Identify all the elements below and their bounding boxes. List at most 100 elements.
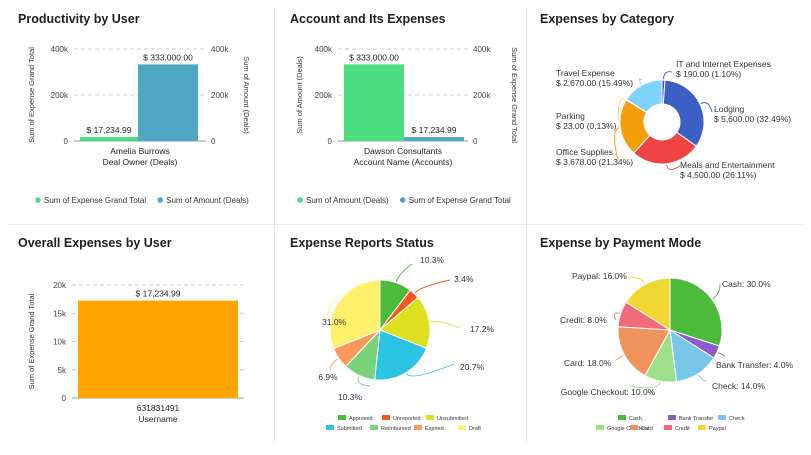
pie-slice-label: 31.0% bbox=[322, 317, 347, 327]
panel-title: Expense by Payment Mode bbox=[540, 236, 702, 250]
panel-title: Account and Its Expenses bbox=[290, 12, 446, 26]
legend-label: Approved bbox=[349, 416, 373, 422]
y-tick-label: 5k bbox=[58, 366, 67, 375]
payment-chart: Cash: 30.0% Bank Transfer: 4.0% Check: 14.… bbox=[560, 271, 793, 432]
pie-slice bbox=[374, 329, 428, 381]
pie-slice-label: Cash: 30.0% bbox=[722, 279, 771, 289]
pie-slice-name: Office Supplies bbox=[556, 147, 613, 157]
bar bbox=[344, 64, 404, 141]
legend-marker bbox=[326, 425, 334, 430]
bar bbox=[78, 300, 238, 398]
pie-leader-line bbox=[614, 127, 620, 161]
legend-marker bbox=[630, 425, 638, 430]
pie-slice bbox=[625, 277, 671, 331]
pie-slice-label: 6.9% bbox=[318, 372, 338, 382]
y2-tick-label: 200k bbox=[473, 91, 491, 100]
legend-label: Sum of Expense Grand Total bbox=[409, 196, 511, 205]
panel-title: Expenses by Category bbox=[540, 12, 675, 26]
legend-marker bbox=[382, 415, 390, 420]
pie-slice-label: Check: 14.0% bbox=[712, 381, 765, 391]
legend-marker bbox=[399, 197, 406, 203]
legend-label: Card bbox=[641, 426, 653, 432]
pie-leader-line bbox=[615, 355, 624, 361]
status-panel: Expense Reports Status 10.3% 3.4% 17.2% 20.… bbox=[272, 224, 526, 450]
pie-slice bbox=[662, 79, 705, 147]
pie-leader-line bbox=[666, 164, 681, 170]
legend-marker bbox=[35, 197, 41, 203]
pie-leader-line bbox=[329, 358, 339, 371]
pie-slice bbox=[633, 131, 698, 165]
legend-label: Cash bbox=[629, 416, 642, 422]
category-chart: IT and Internet Expenses$ 190.00 (1.10%)… bbox=[556, 59, 791, 180]
pie-slice-label: Credit: 8.0% bbox=[560, 315, 607, 325]
bar bbox=[404, 137, 464, 141]
pie-slice-name: IT and Internet Expenses bbox=[676, 59, 771, 69]
pie-leader-line bbox=[698, 374, 707, 381]
pie-leader-line bbox=[613, 312, 620, 321]
pie-slice-label: $ 2,670.00 (15.49%) bbox=[556, 78, 633, 88]
pie-slice-name: Travel Expense bbox=[556, 68, 615, 78]
pie-slice bbox=[625, 79, 663, 114]
account-panel: Account and Its Expenses 0 0 200k 200k 400k 4… bbox=[272, 0, 526, 224]
pie-slice-name: Meals and Entertainment bbox=[680, 160, 775, 170]
legend-label: Unsubmitted bbox=[437, 416, 468, 422]
x-axis-title: Username bbox=[138, 414, 177, 424]
pie-leader-line bbox=[414, 279, 451, 294]
pie-slice-label: $ 5,600.00 (32.49%) bbox=[714, 114, 791, 124]
pie-leader-line bbox=[395, 263, 413, 282]
pie-slice-label: Google Checkout: 10.0% bbox=[561, 387, 656, 397]
x-category-label: Dawson Consultants bbox=[364, 146, 442, 156]
y-tick-label: 20k bbox=[53, 281, 67, 290]
pie-leader-line bbox=[325, 300, 339, 323]
y-tick-label: 200k bbox=[315, 91, 333, 100]
legend-marker bbox=[668, 415, 676, 420]
bar-value-label: $ 333,000.00 bbox=[143, 52, 193, 62]
y-tick-label: 200k bbox=[51, 91, 69, 100]
y-tick-label: 0 bbox=[62, 394, 67, 403]
y-tick-label: 400k bbox=[315, 45, 333, 54]
y-axis-title: Sum of Amount (Deals) bbox=[295, 56, 304, 134]
legend-marker bbox=[664, 425, 672, 430]
legend-label: Sum of Amount (Deals) bbox=[306, 196, 389, 205]
pie-slice-label: 3.4% bbox=[454, 274, 474, 284]
pie-slice-label: Card: 18.0% bbox=[564, 358, 612, 368]
legend-label: Google Checkout bbox=[607, 426, 650, 432]
y-tick-label: 0 bbox=[64, 137, 69, 146]
legend-label: Sum of Expense Grand Total bbox=[44, 196, 146, 205]
y2-axis-title: Sum of Amount (Deals) bbox=[242, 56, 251, 134]
pie-leader-line bbox=[627, 277, 645, 284]
legend-marker bbox=[698, 425, 706, 430]
status-chart: 10.3%3.4%17.2%20.7%10.3%6.9%31.0%Approve… bbox=[318, 255, 495, 432]
pie-leader-line bbox=[717, 352, 725, 357]
column-divider bbox=[526, 8, 527, 442]
account-chart: 0 0 200k 200k 400k 400k $ 333,000.00 $ 17,234.9… bbox=[295, 45, 519, 205]
pie-leader-line bbox=[712, 283, 721, 300]
pie-leader-line bbox=[406, 363, 455, 377]
panel-title: Productivity by User bbox=[18, 12, 140, 26]
overall-panel: Overall Expenses by User 0 5k 10k 15k 20k $ 1… bbox=[0, 224, 274, 450]
legend-marker bbox=[414, 425, 422, 430]
bar-value-label: $ 17,234.99 bbox=[136, 289, 181, 299]
legend-marker bbox=[718, 415, 726, 420]
y2-tick-label: 0 bbox=[473, 137, 478, 146]
y-axis-title: Sum of Expense Grand Total bbox=[27, 47, 36, 143]
y-axis-title: Sum of Expense Grand Total bbox=[27, 293, 36, 389]
x-axis-title: Deal Owner (Deals) bbox=[103, 157, 178, 167]
y-tick-label: 400k bbox=[51, 45, 69, 54]
pie-slice-label: 20.7% bbox=[460, 362, 485, 372]
legend-label: Check bbox=[729, 416, 745, 422]
legend-marker bbox=[596, 425, 604, 430]
x-category-label: Amelia Burrows bbox=[110, 146, 170, 156]
y-tick-label: 10k bbox=[53, 338, 67, 347]
legend-marker bbox=[458, 425, 466, 430]
legend-marker bbox=[338, 415, 346, 420]
panel-title: Expense Reports Status bbox=[290, 236, 434, 250]
y2-tick-label: 200k bbox=[211, 91, 229, 100]
y-tick-label: 0 bbox=[328, 137, 333, 146]
legend-marker bbox=[618, 415, 626, 420]
pie-slice-label: $ 4,500.00 (26.11%) bbox=[680, 170, 757, 180]
pie-slice-label: 10.3% bbox=[338, 392, 363, 402]
pie-slice-label: 17.2% bbox=[470, 324, 495, 334]
legend-label: Sum of Amount (Deals) bbox=[166, 196, 249, 205]
category-panel: Expenses by Category IT and Internet Exp… bbox=[522, 0, 811, 224]
